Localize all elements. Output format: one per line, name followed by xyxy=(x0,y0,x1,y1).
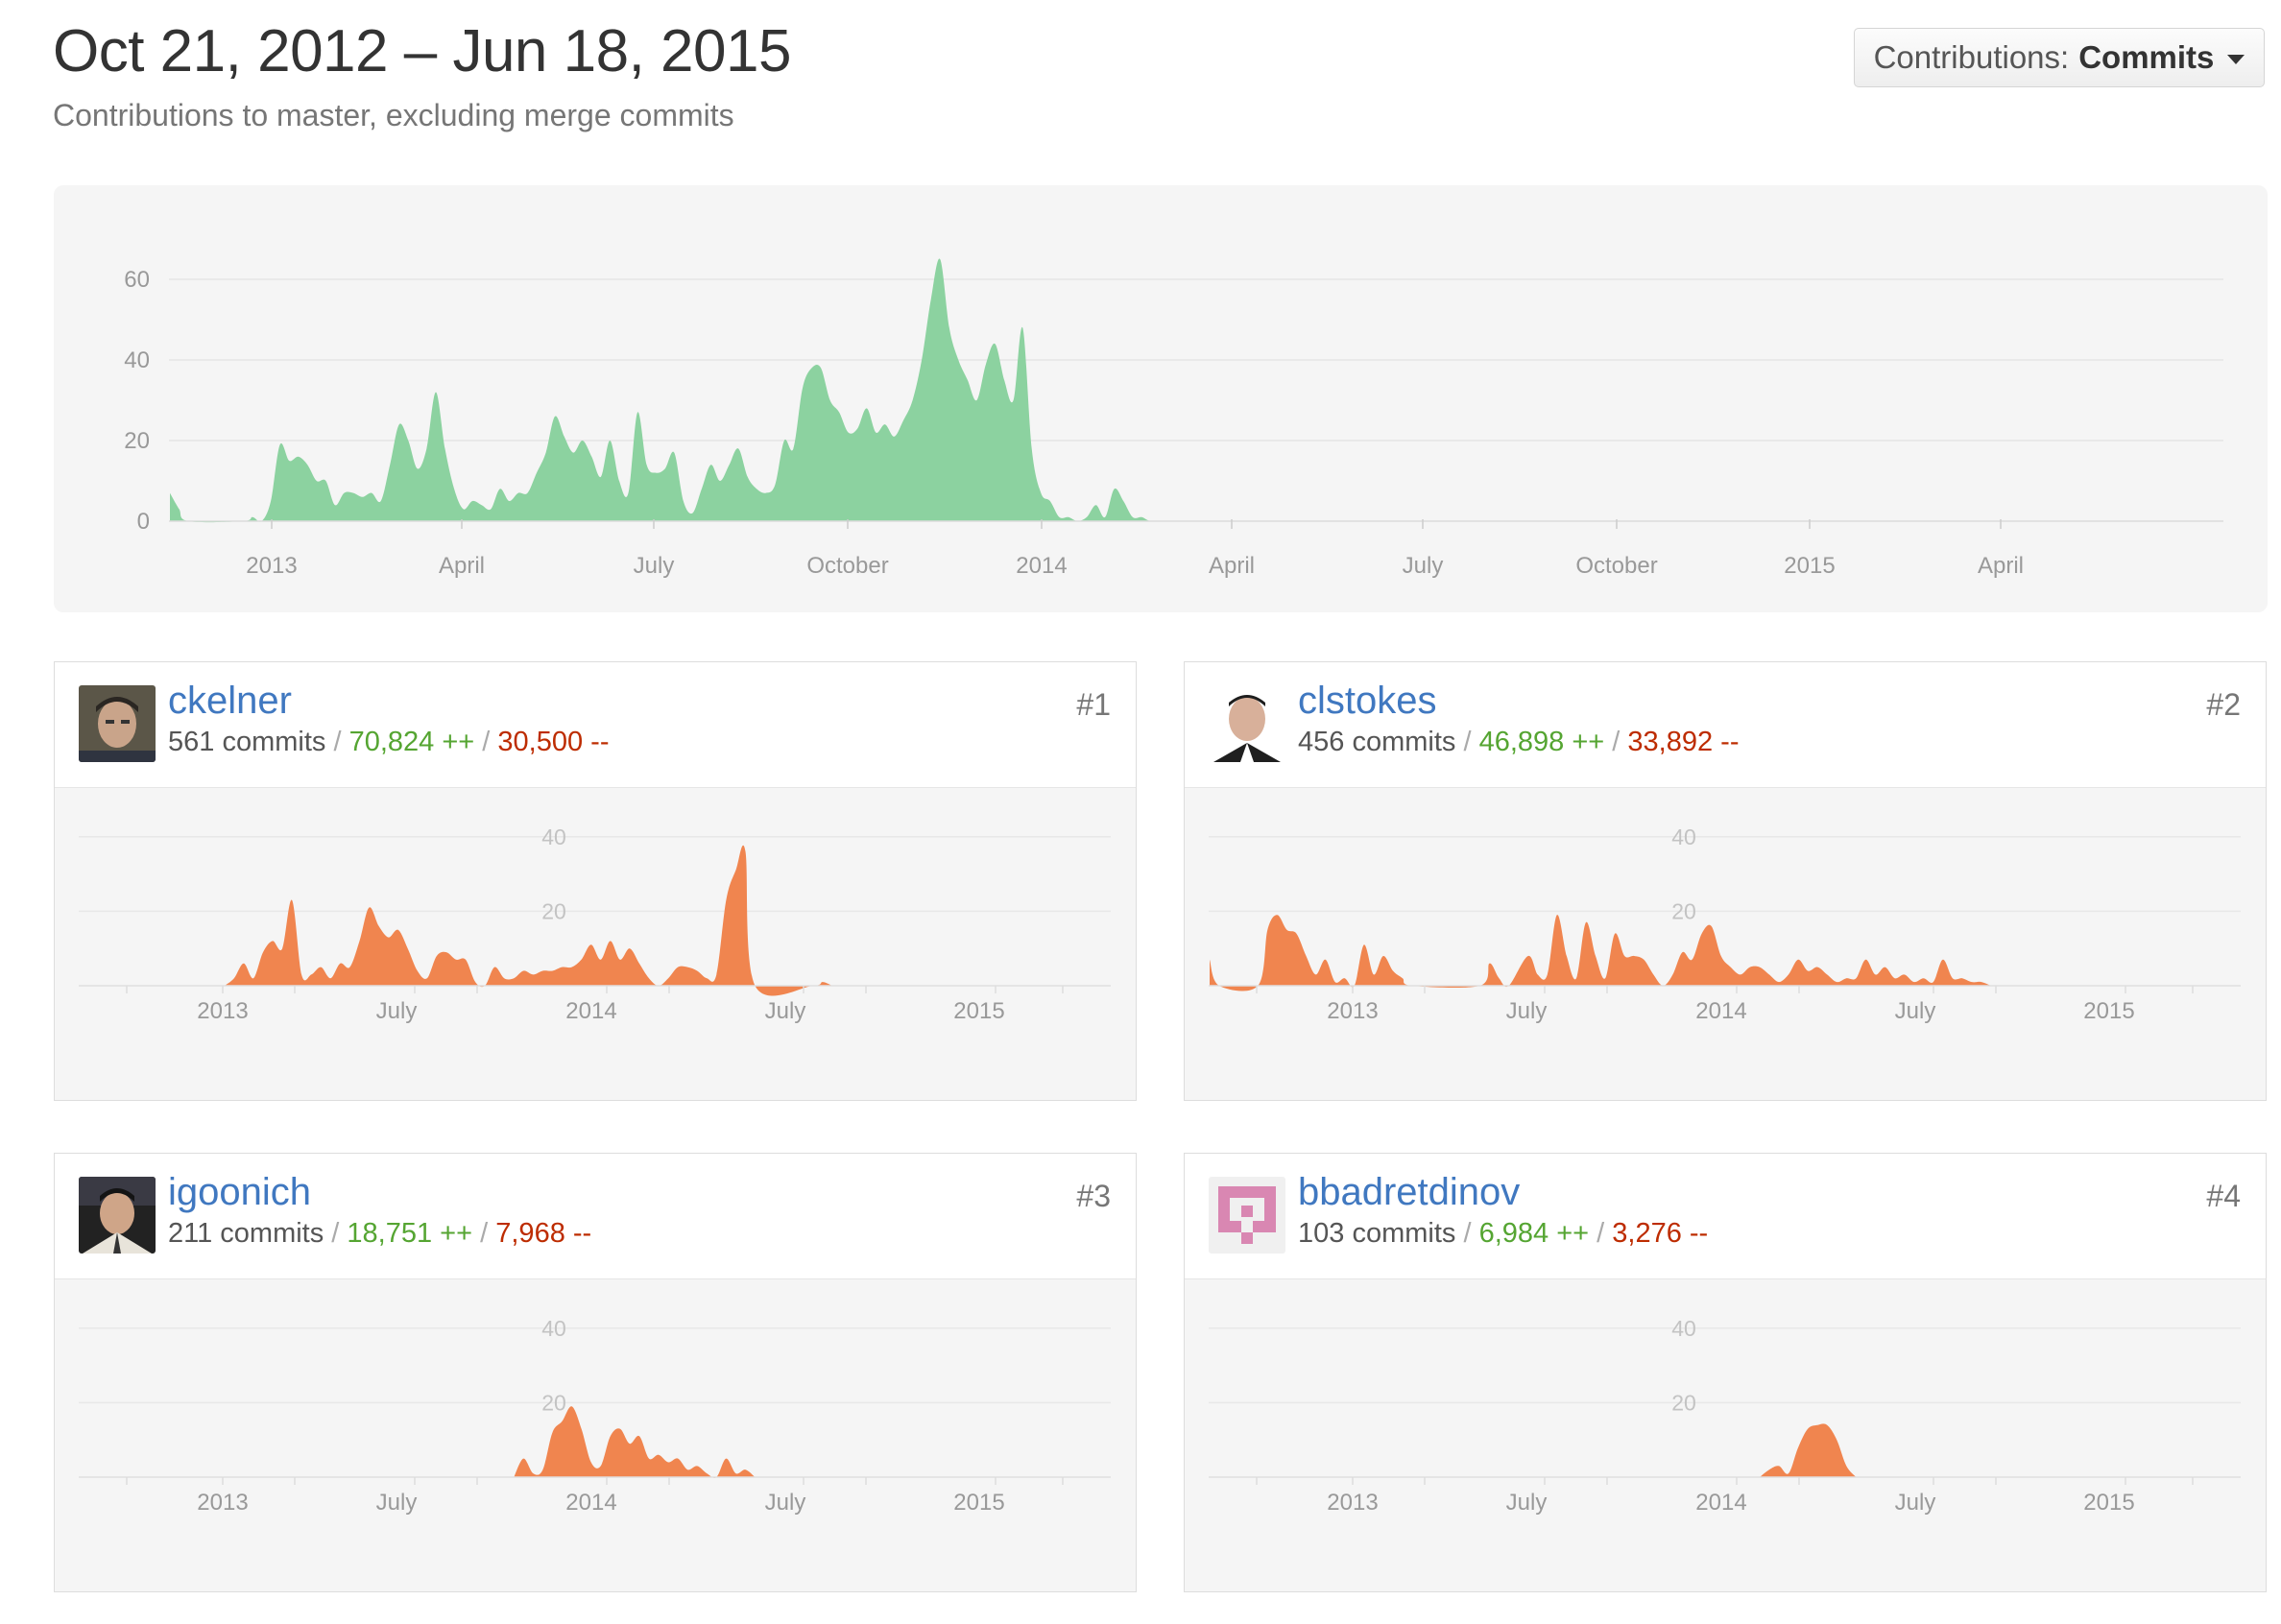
commit-count: 103 commits xyxy=(1298,1218,1456,1249)
deletions-count: 33,892 -- xyxy=(1627,727,1740,757)
x-tick-label: April xyxy=(1978,553,2024,579)
x-tick-label: July xyxy=(1895,998,1936,1024)
contributor-stats: 211 commits / 18,751 ++ / 7,968 -- xyxy=(168,1218,592,1249)
contributor-username[interactable]: ckelner xyxy=(168,680,292,722)
y-tick-label: 40 xyxy=(541,824,566,849)
contributor-area-series xyxy=(514,1406,756,1478)
x-tick-label: July xyxy=(1403,553,1444,579)
contributor-area-series xyxy=(1210,915,1992,991)
caret-down-icon xyxy=(2227,55,2245,64)
x-tick-label: April xyxy=(1209,553,1255,579)
y-tick-label: 40 xyxy=(541,1316,566,1341)
y-tick-label: 60 xyxy=(124,267,150,293)
contributor-chart: 20 40 2013 July 2014 July 2015 xyxy=(1209,1316,2241,1516)
contributor-header: bbadretdinov 103 commits / 6,984 ++ / 3,… xyxy=(1185,1154,2266,1279)
x-tick-label: July xyxy=(376,998,418,1024)
x-tick-label: July xyxy=(1506,1490,1548,1516)
contributor-chart: 20 40 2013 July 2014 July 2015 xyxy=(1209,824,2241,1024)
x-tick-label: April xyxy=(439,553,485,579)
additions-count: 6,984 ++ xyxy=(1478,1218,1590,1249)
contributor-area-series xyxy=(224,845,832,996)
contributor-graph: 20 40 2013 July 2014 July 2015 xyxy=(55,788,1136,1100)
contributor-stats: 561 commits / 70,824 ++ / 30,500 -- xyxy=(168,727,610,757)
contributor-card: ckelner 561 commits / 70,824 ++ / 30,500… xyxy=(54,661,1137,1101)
x-tick-label: July xyxy=(1895,1490,1936,1516)
x-tick-label: July xyxy=(634,553,675,579)
y-tick-label: 40 xyxy=(1671,1316,1696,1341)
x-tick-label: July xyxy=(376,1490,418,1516)
x-tick-label: 2015 xyxy=(1784,553,1835,579)
contributor-chart: 20 40 2013 July 2014 July 2015 xyxy=(79,824,1111,1024)
x-tick-label: 2014 xyxy=(1695,998,1746,1024)
x-tick-label: 2015 xyxy=(2083,1490,2134,1516)
contributor-username[interactable]: bbadretdinov xyxy=(1298,1171,1521,1213)
contributor-stats: 103 commits / 6,984 ++ / 3,276 -- xyxy=(1298,1218,1709,1249)
contributor-card: clstokes 456 commits / 46,898 ++ / 33,89… xyxy=(1184,661,2267,1101)
y-tick-label: 20 xyxy=(1671,1390,1696,1415)
contributor-rank: #2 xyxy=(2206,687,2241,722)
contributor-area-series xyxy=(1759,1423,1857,1477)
avatar[interactable] xyxy=(1209,685,1285,762)
x-tick-label: 2013 xyxy=(197,1490,248,1516)
y-tick-label: 40 xyxy=(1671,824,1696,849)
x-tick-label: 2014 xyxy=(565,998,616,1024)
x-tick-label: 2013 xyxy=(197,998,248,1024)
contributor-header: clstokes 456 commits / 46,898 ++ / 33,89… xyxy=(1185,662,2266,788)
contributions-dropdown-button[interactable]: Contributions: Commits xyxy=(1854,28,2265,87)
contributor-chart: 20 40 2013 July 2014 July 2015 xyxy=(79,1316,1111,1516)
additions-count: 70,824 ++ xyxy=(348,727,475,757)
avatar[interactable] xyxy=(79,685,156,762)
additions-count: 46,898 ++ xyxy=(1478,727,1605,757)
x-tick-label: 2013 xyxy=(1327,1490,1378,1516)
contributor-rank: #1 xyxy=(1076,687,1111,722)
contributor-graph: 20 40 2013 July 2014 July 2015 xyxy=(55,1279,1136,1591)
page-title: Oct 21, 2012 – Jun 18, 2015 xyxy=(53,18,791,84)
x-tick-label: October xyxy=(1575,553,1657,579)
x-tick-label: 2013 xyxy=(1327,998,1378,1024)
contributor-header: igoonich 211 commits / 18,751 ++ / 7,968… xyxy=(55,1154,1136,1279)
y-tick-label: 40 xyxy=(124,347,150,373)
x-tick-label: July xyxy=(1506,998,1548,1024)
deletions-count: 3,276 -- xyxy=(1612,1218,1709,1249)
x-tick-label: 2015 xyxy=(953,1490,1004,1516)
avatar[interactable] xyxy=(1209,1177,1285,1254)
contributor-rank: #4 xyxy=(2206,1179,2241,1213)
contributor-graph: 20 40 2013 July 2014 July 2015 xyxy=(1185,1279,2266,1591)
x-tick-label: 2015 xyxy=(2083,998,2134,1024)
contributions-value: Commits xyxy=(2078,39,2215,75)
contributor-card: bbadretdinov 103 commits / 6,984 ++ / 3,… xyxy=(1184,1153,2267,1592)
x-tick-label: 2015 xyxy=(953,998,1004,1024)
x-tick-label: July xyxy=(765,1490,806,1516)
y-tick-label: 20 xyxy=(124,428,150,454)
additions-count: 18,751 ++ xyxy=(347,1218,473,1249)
avatar[interactable] xyxy=(79,1177,156,1254)
y-tick-label: 20 xyxy=(1671,898,1696,923)
contributor-rank: #3 xyxy=(1076,1179,1111,1213)
x-tick-label: October xyxy=(806,553,888,579)
x-tick-label: 2014 xyxy=(565,1490,616,1516)
x-tick-label: 2013 xyxy=(246,553,297,579)
contributor-username[interactable]: igoonich xyxy=(168,1171,312,1213)
x-tick-label: 2014 xyxy=(1695,1490,1746,1516)
deletions-count: 7,968 -- xyxy=(495,1218,592,1249)
commit-count: 561 commits xyxy=(168,727,326,757)
contributor-card: igoonich 211 commits / 18,751 ++ / 7,968… xyxy=(54,1153,1137,1592)
main-area-series xyxy=(170,258,1536,523)
x-tick-label: 2014 xyxy=(1016,553,1067,579)
contributions-label: Contributions: xyxy=(1873,39,2070,75)
x-tick-label: July xyxy=(765,998,806,1024)
page-subtitle: Contributions to master, excluding merge… xyxy=(53,98,734,132)
commit-count: 211 commits xyxy=(168,1218,324,1249)
contributor-username[interactable]: clstokes xyxy=(1298,680,1437,722)
deletions-count: 30,500 -- xyxy=(497,727,610,757)
main-contributions-chart: 0 20 40 60 2013 April July October 2014 April July… xyxy=(124,258,2223,579)
y-tick-label: 20 xyxy=(541,898,566,923)
y-tick-label: 20 xyxy=(541,1390,566,1415)
y-tick-label: 0 xyxy=(137,509,150,535)
main-contributions-graph: 0 20 40 60 2013 April July October 2014 April July… xyxy=(54,185,2268,612)
contributor-graph: 20 40 2013 July 2014 July 2015 xyxy=(1185,788,2266,1100)
contributor-header: ckelner 561 commits / 70,824 ++ / 30,500… xyxy=(55,662,1136,788)
contributor-stats: 456 commits / 46,898 ++ / 33,892 -- xyxy=(1298,727,1740,757)
commit-count: 456 commits xyxy=(1298,727,1456,757)
